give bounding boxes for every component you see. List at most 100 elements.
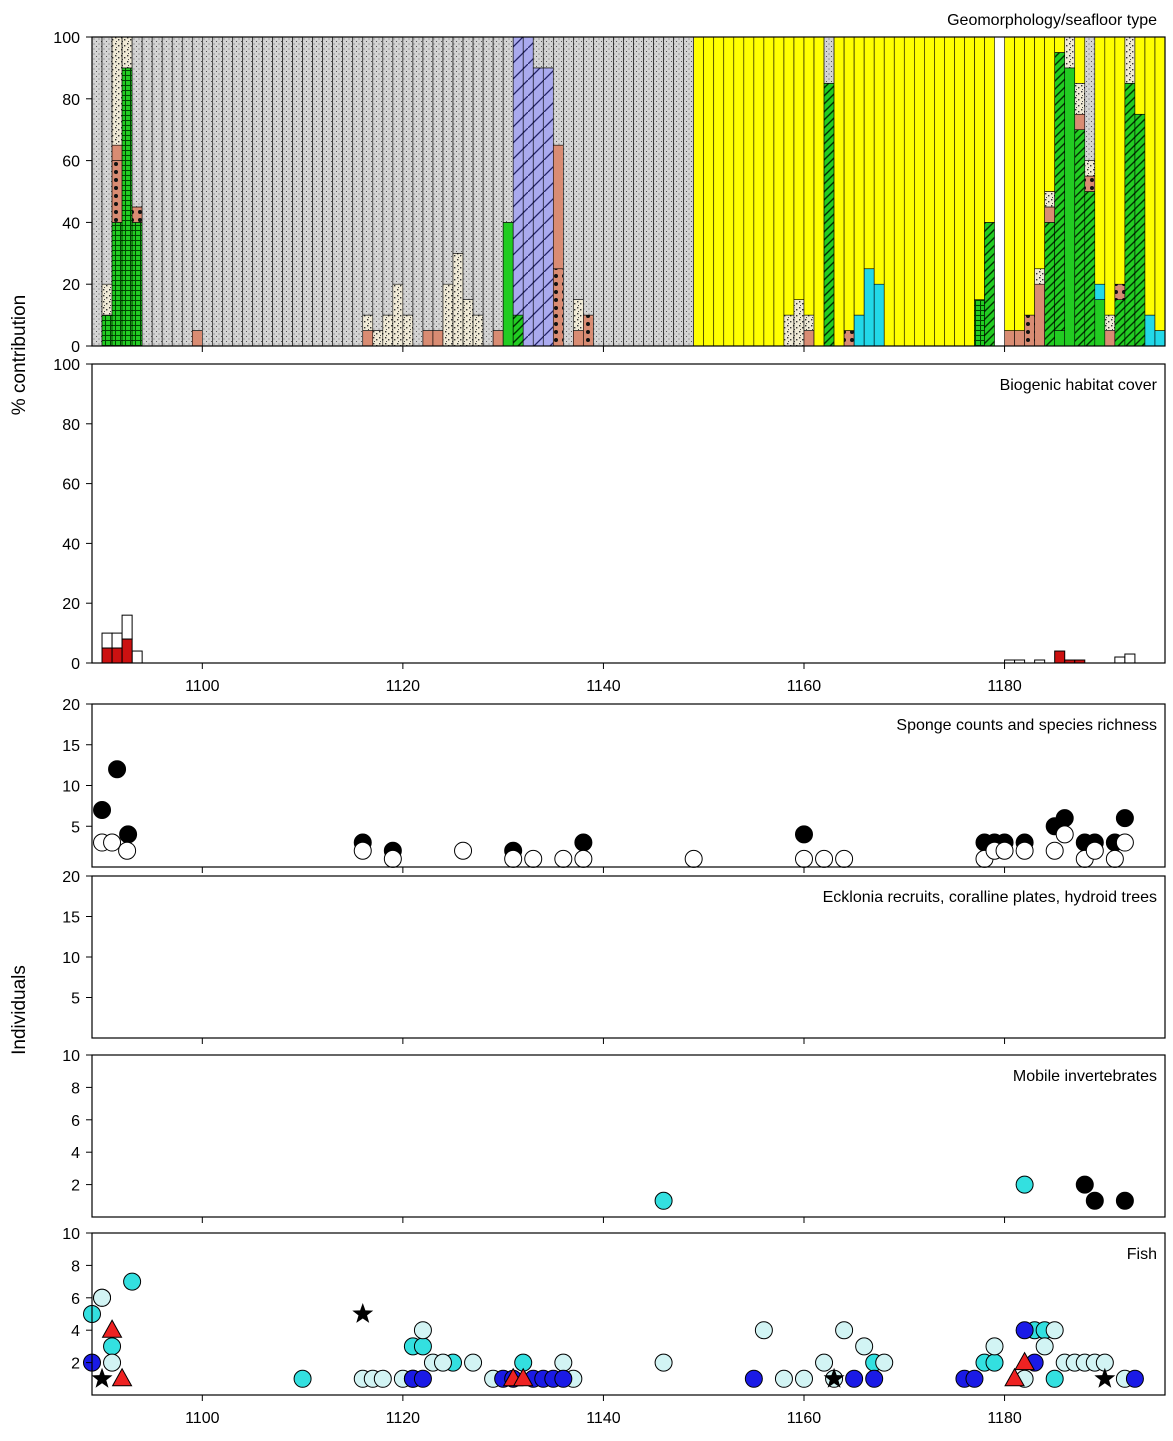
bar-segment-grey — [542, 36, 554, 69]
bar-segment-grey — [623, 36, 634, 347]
bar-white — [101, 632, 113, 649]
point-pale — [433, 1353, 452, 1372]
bar-segment-cyan — [1154, 330, 1166, 347]
plot-frame — [91, 1232, 1166, 1396]
bar-segment-grey — [382, 36, 394, 316]
bar-segment-sand — [402, 314, 414, 347]
bar-segment-sand — [803, 314, 815, 331]
bar-segment-sand — [1064, 36, 1076, 69]
point-triangle — [1004, 1367, 1025, 1387]
bar-segment-terracotta — [422, 330, 434, 347]
bar-segment-grey — [91, 36, 103, 347]
point-white — [684, 849, 703, 868]
bar-segment-sand — [1034, 268, 1045, 285]
bar-segment-yellow — [813, 36, 825, 347]
x-tick-label: 1120 — [386, 678, 421, 695]
bar-white — [1124, 653, 1136, 664]
bar-segment-green_check — [131, 222, 143, 347]
panel-title: Geomorphology/seafloor type — [947, 12, 1157, 29]
point-black — [1115, 809, 1134, 828]
point-white — [995, 841, 1014, 860]
y-tick-label: 10 — [62, 779, 80, 796]
y-tick-label: 8 — [71, 1258, 80, 1275]
point-triangle — [111, 1367, 133, 1387]
y-tick-label: 20 — [62, 596, 80, 613]
bar-segment-sand — [452, 253, 464, 347]
x-tick-label: 1100 — [185, 678, 220, 695]
panel-title: Fish — [1127, 1246, 1157, 1263]
bar-segment-sand — [442, 283, 454, 347]
point-white — [1105, 849, 1124, 868]
bar-segment-grey — [603, 36, 614, 347]
point-blue — [413, 1369, 432, 1388]
point-star — [1094, 1367, 1116, 1388]
bar-segment-green_hatch — [984, 222, 995, 347]
bar-segment-terracotta — [1074, 113, 1086, 130]
y-tick-label: 6 — [71, 1113, 80, 1130]
bar-segment-terracotta — [111, 144, 123, 161]
x-tick-label: 1180 — [987, 1410, 1022, 1427]
bar-segment-sand — [392, 283, 404, 347]
bar-segment-green_hatch — [1114, 299, 1126, 347]
y-tick-label: 60 — [62, 154, 80, 171]
bar-segment-grey — [823, 36, 835, 84]
bar-segment-sand — [382, 314, 394, 347]
bar-segment-terracotta — [362, 330, 374, 347]
bar-white — [121, 614, 133, 640]
bar-segment-grey — [191, 36, 203, 331]
bar-red — [121, 638, 133, 664]
bar-segment-grey — [161, 36, 173, 347]
y-tick-label: 0 — [71, 656, 80, 673]
bar-segment-grey — [171, 36, 183, 347]
bar-segment-yellow — [733, 36, 745, 347]
point-triangle — [1014, 1351, 1035, 1371]
y-tick-label: 100 — [53, 357, 80, 374]
bar-segment-sand — [372, 330, 384, 347]
panel-title: Sponge counts and species richness — [896, 717, 1157, 734]
point-cyan — [985, 1353, 1004, 1372]
bar-segment-green — [1094, 299, 1106, 347]
bar-segment-grey — [593, 36, 604, 347]
panel-5: 2 4 6 8 10 Mobile invertebrates — [62, 1048, 1166, 1223]
bar-segment-yellow — [753, 36, 765, 347]
bar-segment-yellow — [803, 36, 815, 316]
bar-segment-terracotta — [191, 330, 203, 347]
panel-2: 0 20 40 60 80 100 1100 1120 1140 1160 1180 Biogenic… — [53, 357, 1166, 695]
bar-segment-green_check — [111, 222, 123, 347]
bar-segment-grey — [212, 36, 223, 347]
bar-segment-yellow — [713, 36, 725, 347]
bar-segment-sand — [1044, 191, 1055, 208]
bar-segment-yellow — [1054, 36, 1066, 53]
point-white — [815, 849, 834, 868]
bar-segment-green_hatch — [1134, 113, 1146, 347]
bar-segment-sand — [1124, 36, 1136, 84]
point-pale — [554, 1353, 573, 1372]
point-pale — [774, 1369, 793, 1388]
bar-segment-sand — [121, 36, 133, 69]
bar-segment-yellow — [1024, 36, 1035, 316]
x-tick-label: 1140 — [586, 1410, 621, 1427]
point-cyan — [293, 1369, 312, 1388]
y-tick-label: 15 — [62, 738, 80, 755]
bar-segment-dots — [131, 206, 143, 223]
bar-segment-yellow — [843, 36, 855, 331]
point-pale — [413, 1321, 432, 1340]
bar-segment-yellow — [833, 36, 845, 347]
bar-segment-lavender — [522, 36, 534, 347]
bar-segment-grey — [362, 36, 374, 316]
bar-segment-grey — [322, 36, 333, 347]
bar-segment-yellow — [1154, 36, 1166, 331]
plot-frame — [91, 1054, 1166, 1218]
point-pale — [93, 1288, 112, 1307]
y-tick-label: 2 — [71, 1356, 80, 1373]
bar-segment-lavender — [512, 36, 524, 316]
bar-segment-yellow — [853, 36, 865, 316]
bar-segment-grey — [262, 36, 273, 347]
bar-segment-green_hatch — [1124, 83, 1136, 347]
bar-segment-grey — [272, 36, 283, 347]
bar-segment-grey — [432, 36, 444, 331]
bar-segment-grey — [482, 36, 494, 347]
bar-white — [111, 632, 123, 649]
point-white — [118, 841, 137, 860]
y-tick-label: 20 — [62, 277, 80, 294]
